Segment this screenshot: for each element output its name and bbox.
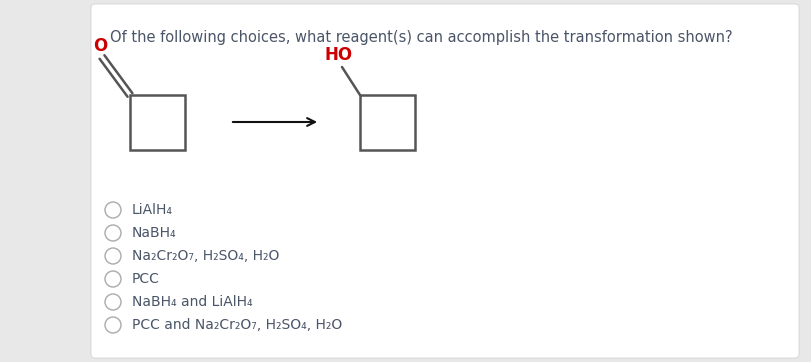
Text: PCC: PCC [132,272,160,286]
FancyBboxPatch shape [91,4,798,358]
Text: NaBH₄: NaBH₄ [132,226,177,240]
Text: O: O [92,37,107,55]
Text: PCC and Na₂Cr₂O₇, H₂SO₄, H₂O: PCC and Na₂Cr₂O₇, H₂SO₄, H₂O [132,318,341,332]
Text: LiAlH₄: LiAlH₄ [132,203,173,217]
Text: NaBH₄ and LiAlH₄: NaBH₄ and LiAlH₄ [132,295,252,309]
Bar [359,95,414,150]
Bar [130,95,185,150]
Text: Na₂Cr₂O₇, H₂SO₄, H₂O: Na₂Cr₂O₇, H₂SO₄, H₂O [132,249,279,263]
Text: Of the following choices, what reagent(s) can accomplish the transformation show: Of the following choices, what reagent(s… [109,30,732,45]
Text: HO: HO [324,46,353,64]
